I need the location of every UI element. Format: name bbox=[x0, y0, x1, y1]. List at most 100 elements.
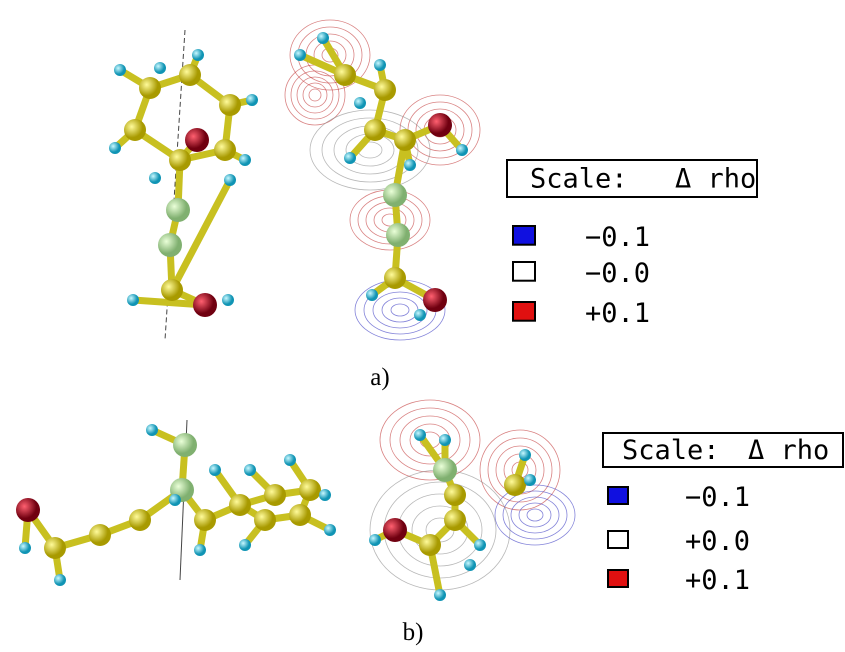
contour bbox=[511, 497, 559, 533]
atom bbox=[154, 62, 166, 74]
contour bbox=[380, 400, 480, 480]
atom bbox=[224, 174, 236, 186]
atom bbox=[404, 159, 416, 171]
scale-title: Scale: bbox=[622, 435, 720, 466]
atom bbox=[433, 458, 457, 482]
atom bbox=[19, 542, 31, 554]
atom bbox=[374, 79, 396, 101]
legend-swatch bbox=[608, 531, 628, 548]
atom bbox=[124, 119, 146, 141]
caption: a) bbox=[370, 364, 389, 391]
atom bbox=[129, 509, 151, 531]
atom bbox=[319, 489, 331, 501]
atom bbox=[194, 544, 206, 556]
atom bbox=[222, 294, 234, 306]
legend-label: +0.0 bbox=[685, 526, 750, 557]
atom bbox=[16, 498, 40, 522]
contour bbox=[495, 485, 575, 545]
atom bbox=[194, 509, 216, 531]
atom bbox=[383, 518, 407, 542]
atom bbox=[464, 559, 476, 571]
legend-swatch bbox=[608, 487, 628, 504]
atom bbox=[374, 59, 386, 71]
legend-label: +0.1 bbox=[685, 565, 750, 596]
atom bbox=[428, 113, 452, 137]
contour bbox=[291, 71, 339, 119]
caption: b) bbox=[403, 619, 424, 646]
atom bbox=[254, 509, 276, 531]
contour bbox=[382, 298, 418, 322]
atom bbox=[504, 474, 526, 496]
atom bbox=[185, 128, 209, 152]
atom bbox=[244, 464, 256, 476]
atom bbox=[89, 524, 111, 546]
atom bbox=[384, 267, 406, 289]
atom bbox=[209, 464, 221, 476]
atom bbox=[54, 574, 66, 586]
scale-symbol: Δ rho bbox=[675, 164, 756, 195]
molecule-images bbox=[16, 20, 575, 601]
atom bbox=[173, 433, 197, 457]
atom bbox=[474, 539, 486, 551]
atom bbox=[158, 233, 182, 257]
legend-swatch bbox=[608, 570, 628, 587]
atom bbox=[294, 49, 306, 61]
legend-swatch bbox=[513, 262, 535, 281]
atom bbox=[44, 537, 66, 559]
legend-swatch bbox=[513, 302, 535, 321]
atom bbox=[394, 129, 416, 151]
contour bbox=[390, 408, 470, 472]
atom bbox=[456, 144, 468, 156]
atom bbox=[444, 509, 466, 531]
atom bbox=[219, 94, 241, 116]
atom bbox=[299, 479, 321, 501]
atom bbox=[444, 484, 466, 506]
contour bbox=[391, 304, 409, 316]
atom bbox=[139, 77, 161, 99]
atom bbox=[334, 64, 356, 86]
contour bbox=[297, 77, 333, 113]
atom bbox=[149, 172, 161, 184]
atom bbox=[414, 309, 426, 321]
atom bbox=[383, 183, 407, 207]
atom bbox=[229, 494, 251, 516]
atom bbox=[169, 494, 181, 506]
atom bbox=[264, 484, 286, 506]
legend-label: −0.0 bbox=[585, 258, 650, 289]
atom bbox=[166, 198, 190, 222]
atom bbox=[324, 524, 336, 536]
atom bbox=[414, 429, 426, 441]
atom bbox=[284, 454, 296, 466]
atom bbox=[192, 49, 204, 61]
contour bbox=[309, 89, 321, 101]
atom bbox=[364, 119, 386, 141]
contour bbox=[303, 83, 327, 107]
atom bbox=[386, 223, 410, 247]
atom bbox=[127, 294, 139, 306]
atom bbox=[193, 293, 217, 317]
atom bbox=[239, 539, 251, 551]
atom bbox=[519, 449, 531, 461]
atom bbox=[179, 64, 201, 86]
contour bbox=[519, 503, 551, 527]
atom bbox=[239, 154, 251, 166]
atom bbox=[419, 534, 441, 556]
atom bbox=[161, 279, 183, 301]
atom bbox=[114, 64, 126, 76]
atom bbox=[289, 504, 311, 526]
atom bbox=[109, 142, 121, 154]
atom bbox=[354, 97, 366, 109]
contour bbox=[527, 509, 543, 521]
atom bbox=[344, 152, 356, 164]
legend-label: +0.1 bbox=[585, 298, 650, 329]
atom bbox=[434, 589, 446, 601]
atom bbox=[246, 94, 258, 106]
atom bbox=[146, 424, 158, 436]
atom bbox=[214, 139, 236, 161]
figure: Scale:Δ rho−0.1−0.0+0.1a)Scale:Δ rho−0.1… bbox=[0, 0, 845, 652]
atom bbox=[366, 289, 378, 301]
scale-symbol: Δ rho bbox=[748, 435, 829, 466]
atom bbox=[169, 149, 191, 171]
scale-title: Scale: bbox=[530, 164, 628, 195]
legend-swatch bbox=[513, 226, 535, 245]
